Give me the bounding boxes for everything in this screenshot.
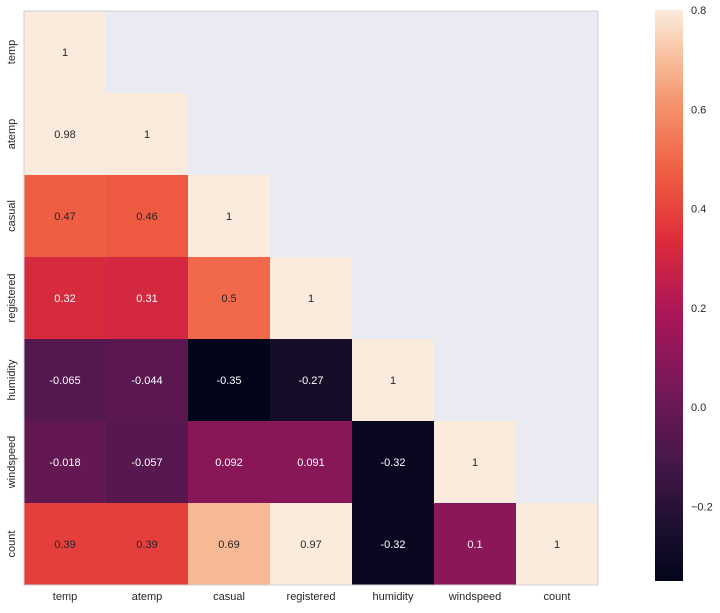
y-tick-label: casual — [6, 200, 18, 232]
heatmap-cell — [188, 503, 270, 585]
cell-annotation: 0.091 — [297, 457, 325, 469]
cell-annotation: 0.47 — [54, 211, 75, 223]
heatmap-cell — [106, 93, 188, 175]
cell-annotation: 1 — [62, 47, 68, 59]
heatmap-cell — [24, 93, 106, 175]
y-tick-label: humidity — [6, 359, 18, 400]
heatmap-cell — [188, 421, 270, 503]
y-tick-label: windspeed — [6, 436, 18, 490]
heatmap-cell — [24, 175, 106, 257]
heatmap-cell — [106, 421, 188, 503]
colorbar — [655, 10, 683, 581]
cell-annotation: 0.39 — [136, 539, 157, 551]
heatmap-cell — [270, 339, 352, 421]
cell-annotation: 0.092 — [215, 457, 243, 469]
y-tick-label: atemp — [6, 119, 18, 150]
cell-annotation: -0.065 — [49, 375, 80, 387]
cell-annotation: 1 — [390, 375, 396, 387]
heatmap-cell — [352, 421, 434, 503]
heatmap-cell — [516, 503, 598, 585]
cell-annotation: 0.5 — [221, 293, 236, 305]
cell-annotation: -0.018 — [49, 457, 80, 469]
cell-annotation: -0.044 — [131, 375, 162, 387]
x-tick-label: count — [544, 591, 571, 603]
x-tick-label: atemp — [132, 591, 163, 603]
colorbar-tick-label: 0.6 — [691, 104, 706, 116]
heatmap-cell — [434, 421, 516, 503]
heatmap-cell — [106, 257, 188, 339]
x-tick-label: casual — [213, 591, 245, 603]
colorbar-tick-label: 0.4 — [691, 204, 706, 216]
y-tick-label: registered — [6, 274, 18, 323]
heatmap-cell — [24, 339, 106, 421]
heatmap-cell — [188, 257, 270, 339]
cell-annotation: 0.1 — [467, 539, 482, 551]
cell-annotation: 0.97 — [300, 539, 321, 551]
heatmap-cell — [270, 503, 352, 585]
x-tick-label: registered — [287, 591, 336, 603]
x-tick-label: windspeed — [448, 591, 502, 603]
cell-annotation: 0.32 — [54, 293, 75, 305]
cell-annotation: -0.27 — [298, 375, 323, 387]
heatmap-cell — [106, 503, 188, 585]
colorbar-tick-label: −0.2 — [691, 502, 713, 514]
cell-annotation: 1 — [554, 539, 560, 551]
heatmap-cell — [352, 503, 434, 585]
colorbar-tick-label: 0.0 — [691, 402, 706, 414]
cell-annotation: 0.69 — [218, 539, 239, 551]
heatmap-cell — [106, 339, 188, 421]
cell-annotation: -0.32 — [380, 457, 405, 469]
cell-annotation: 0.98 — [54, 129, 75, 141]
colorbar-tick-label: 0.8 — [691, 5, 706, 17]
cell-annotation: 0.46 — [136, 211, 157, 223]
plot-frame — [23, 10, 599, 586]
heatmap-cell — [24, 503, 106, 585]
colorbar-tick-label: 0.2 — [691, 303, 706, 315]
heatmap-cell — [24, 257, 106, 339]
heatmap-cell — [24, 421, 106, 503]
cell-annotation: -0.35 — [216, 375, 241, 387]
cell-annotation: 0.39 — [54, 539, 75, 551]
cell-annotation: 1 — [308, 293, 314, 305]
heatmap-cell — [270, 421, 352, 503]
x-tick-label: temp — [53, 591, 77, 603]
cell-annotation: 0.31 — [136, 293, 157, 305]
heatmap-cell — [352, 339, 434, 421]
cell-annotation: 1 — [144, 129, 150, 141]
y-tick-label: count — [6, 531, 18, 558]
cell-annotation: -0.057 — [131, 457, 162, 469]
heatmap-cell — [188, 339, 270, 421]
heatmap-cell — [106, 175, 188, 257]
cell-annotation: -0.32 — [380, 539, 405, 551]
heatmap-cell — [188, 175, 270, 257]
cell-annotation: 1 — [472, 457, 478, 469]
heatmap-cell — [434, 503, 516, 585]
x-tick-label: humidity — [373, 591, 414, 603]
cell-annotation: 1 — [226, 211, 232, 223]
y-tick-label: temp — [6, 40, 18, 64]
heatmap-cell — [24, 11, 106, 93]
heatmap-cell — [270, 257, 352, 339]
